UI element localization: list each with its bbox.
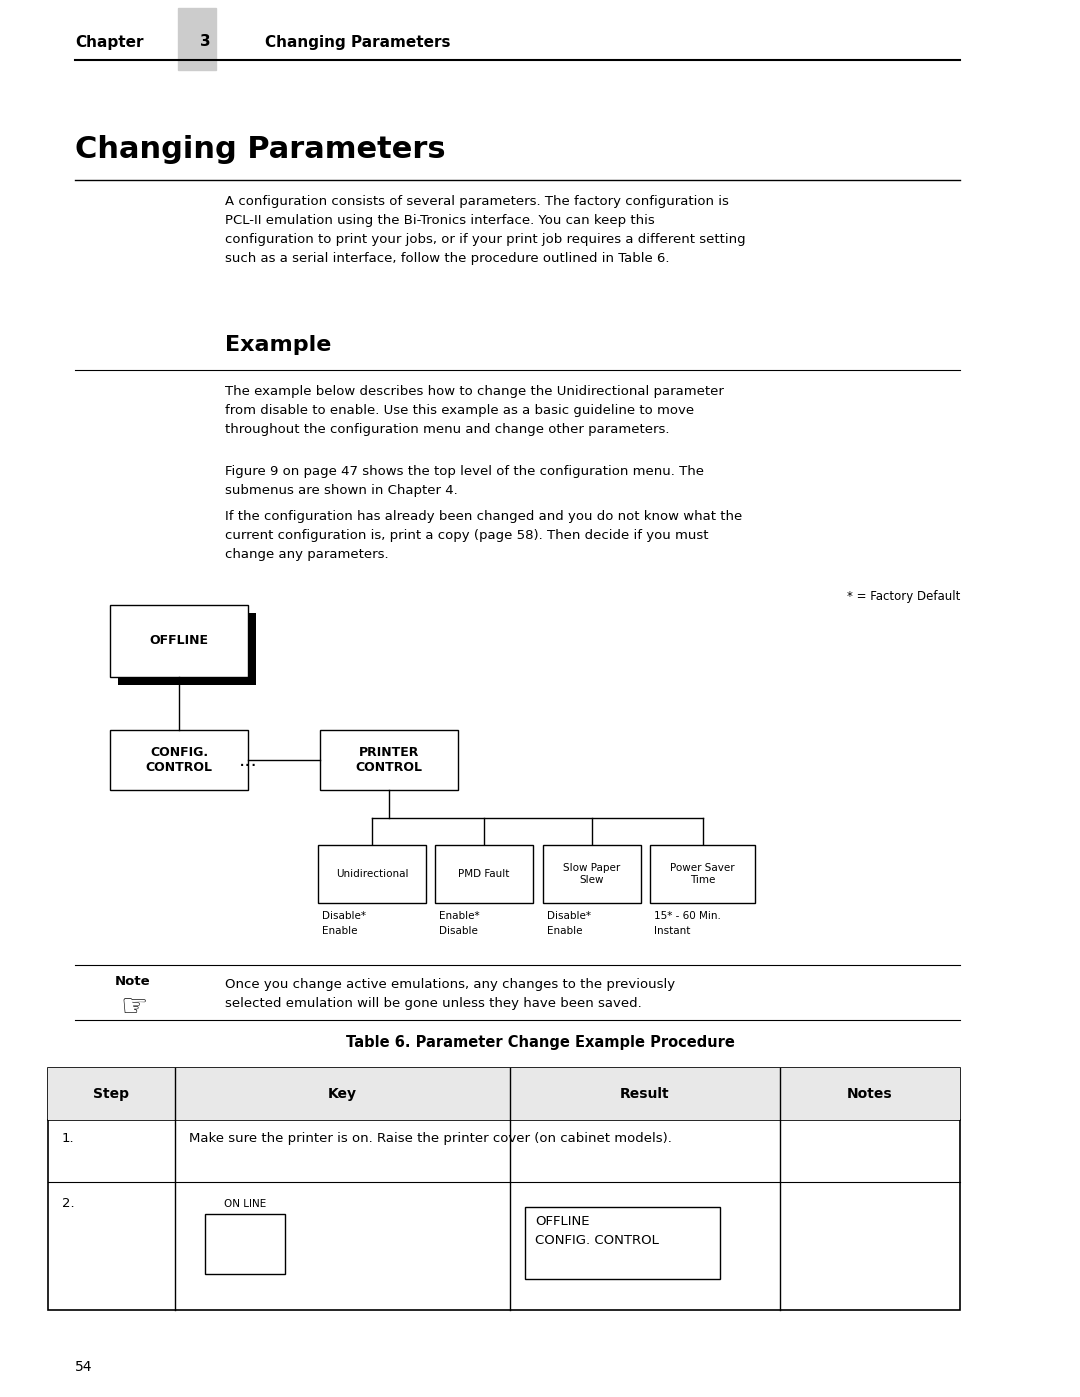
Bar: [110, 731, 248, 789]
Text: 54: 54: [75, 1361, 93, 1375]
Text: ☞: ☞: [120, 993, 147, 1023]
Text: 15* - 60 Min.
Instant: 15* - 60 Min. Instant: [654, 911, 720, 936]
Bar: [543, 845, 642, 902]
Text: Once you change active emulations, any changes to the previously
selected emulat: Once you change active emulations, any c…: [225, 978, 675, 1010]
Text: ...: ...: [239, 750, 257, 770]
Bar: [320, 731, 458, 789]
Text: Notes: Notes: [847, 1087, 893, 1101]
Bar: [525, 1207, 720, 1280]
Text: Enable*
Disable: Enable* Disable: [438, 911, 480, 936]
Text: Chapter: Chapter: [75, 35, 144, 49]
Text: The example below describes how to change the Unidirectional parameter
from disa: The example below describes how to chang…: [225, 386, 724, 436]
Text: Key: Key: [328, 1087, 357, 1101]
Text: PMD Fault: PMD Fault: [458, 869, 510, 879]
Text: * = Factory Default: * = Factory Default: [847, 590, 960, 604]
Text: Make sure the printer is on. Raise the printer cover (on cabinet models).: Make sure the printer is on. Raise the p…: [189, 1132, 672, 1146]
Text: Figure 9 on page 47 shows the top level of the configuration menu. The
submenus : Figure 9 on page 47 shows the top level …: [225, 465, 704, 497]
Text: Result: Result: [620, 1087, 670, 1101]
Text: PRINTER
CONTROL: PRINTER CONTROL: [355, 746, 422, 774]
Text: If the configuration has already been changed and you do not know what the
curre: If the configuration has already been ch…: [225, 510, 742, 562]
Text: Disable*
Enable: Disable* Enable: [546, 911, 591, 936]
Text: 2.: 2.: [62, 1197, 75, 1210]
Text: Note: Note: [114, 975, 150, 988]
Text: Changing Parameters: Changing Parameters: [75, 136, 446, 163]
Text: A configuration consists of several parameters. The factory configuration is
PCL: A configuration consists of several para…: [225, 196, 745, 265]
Bar: [110, 605, 248, 678]
Text: OFFLINE: OFFLINE: [149, 634, 208, 647]
Text: Step: Step: [94, 1087, 130, 1101]
Bar: [205, 1214, 285, 1274]
Text: 3: 3: [200, 35, 211, 49]
Text: OFFLINE
CONFIG. CONTROL: OFFLINE CONFIG. CONTROL: [535, 1215, 659, 1248]
Text: Unidirectional: Unidirectional: [336, 869, 408, 879]
Text: Disable*
Enable: Disable* Enable: [322, 911, 366, 936]
Bar: [48, 1067, 960, 1120]
Bar: [435, 845, 534, 902]
Bar: [178, 8, 216, 70]
Text: Example: Example: [225, 335, 332, 355]
Text: CONFIG.
CONTROL: CONFIG. CONTROL: [146, 746, 213, 774]
Text: Table 6. Parameter Change Example Procedure: Table 6. Parameter Change Example Proced…: [346, 1035, 734, 1051]
Text: 1.: 1.: [62, 1132, 75, 1146]
Text: Power Saver
Time: Power Saver Time: [671, 863, 734, 884]
Bar: [650, 845, 755, 902]
Text: ON LINE: ON LINE: [224, 1199, 266, 1208]
Bar: [118, 613, 256, 685]
Text: Changing Parameters: Changing Parameters: [265, 35, 450, 49]
Text: Slow Paper
Slew: Slow Paper Slew: [564, 863, 621, 884]
Bar: [318, 845, 426, 902]
Bar: [48, 1067, 960, 1310]
